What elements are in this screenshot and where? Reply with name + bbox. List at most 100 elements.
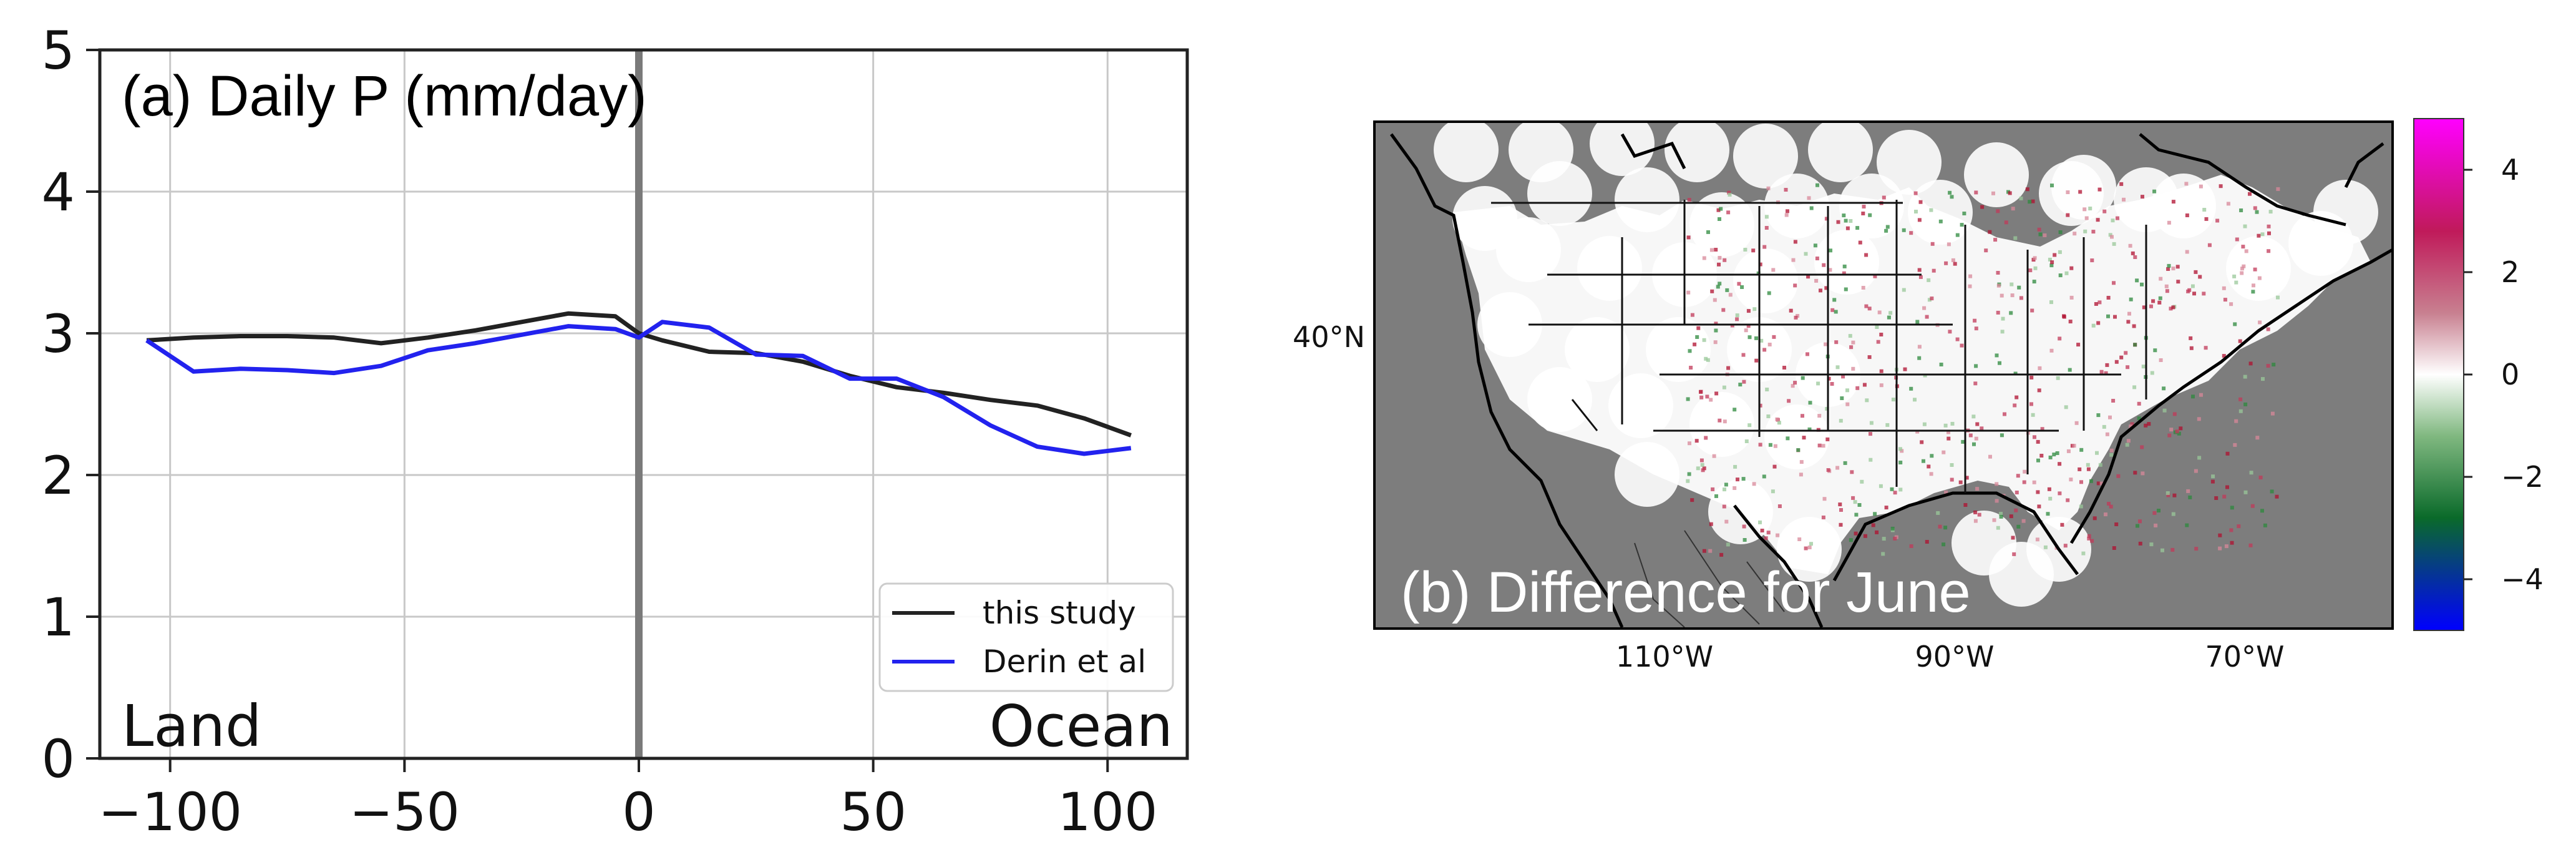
speckle [2010, 282, 2014, 286]
speckle [2128, 243, 2132, 248]
legend-label-this-study: this study [983, 595, 1136, 631]
speckle [1714, 391, 1719, 396]
speckle [1718, 418, 1722, 423]
speckle [2275, 494, 2279, 499]
speckle [2152, 511, 2157, 515]
mexico-boundaries [1634, 530, 1785, 628]
speckle [1903, 367, 1907, 371]
speckle [1690, 498, 1694, 502]
speckle [2169, 428, 2174, 432]
speckle [1958, 480, 1963, 484]
speckle [1717, 262, 1721, 267]
speckle [1807, 196, 1811, 200]
speckle [2204, 217, 2209, 221]
radar-blob [1764, 174, 1829, 238]
speckle [1973, 318, 1977, 323]
speckle [1950, 195, 1954, 199]
speckle [2060, 522, 2064, 527]
speckle [1686, 290, 1691, 295]
speckle [1767, 291, 1771, 295]
speckle [1938, 219, 1943, 223]
speckle [2089, 479, 2093, 483]
speckle [1965, 476, 1969, 480]
radar-blob [1477, 292, 1542, 357]
speckle [1942, 450, 1946, 454]
speckle [2090, 258, 2094, 263]
speckle [1915, 320, 1920, 324]
speckle [2230, 506, 2234, 510]
speckle [2097, 300, 2102, 305]
speckle [2102, 209, 2107, 213]
speckle [1713, 298, 1717, 302]
radar-blob [1689, 192, 1754, 257]
speckle [2257, 233, 2261, 238]
speckle [2165, 491, 2170, 495]
speckle [1824, 342, 1828, 346]
speckle [1700, 463, 1704, 467]
speckle [1709, 248, 1714, 252]
speckle [1962, 212, 1966, 215]
speckle [1789, 308, 1793, 313]
speckle [1845, 226, 1850, 230]
speckle [1854, 531, 1858, 536]
radar-blob [2151, 174, 2216, 238]
map-content: (b) Difference for June [1389, 122, 2393, 629]
speckle [1839, 508, 1843, 512]
speckle [1701, 468, 1705, 473]
speckle [2126, 365, 2130, 370]
speckle [2058, 336, 2062, 341]
speckle [2025, 187, 2029, 192]
speckle [1980, 205, 1985, 209]
y-tick-label: 1 [42, 587, 75, 648]
speckle [2187, 288, 2192, 292]
speckle [2009, 311, 2013, 315]
speckle [1686, 397, 1690, 401]
speckle [1865, 398, 1869, 403]
speckle [2248, 543, 2253, 547]
speckle [1849, 345, 1854, 350]
map-title: (b) Difference for June [1401, 561, 1971, 624]
speckle [1704, 436, 1708, 440]
speckle [2266, 364, 2270, 368]
speckle [2079, 480, 2083, 484]
speckle [2175, 265, 2180, 269]
speckle [2084, 216, 2089, 220]
speckle [2053, 253, 2057, 257]
speckle [2056, 376, 2060, 380]
plot-frame [98, 48, 1189, 760]
speckle [2260, 509, 2264, 513]
speckle [1909, 544, 1913, 548]
speckle [2108, 415, 2112, 419]
speckle [2214, 496, 2219, 500]
speckle [2097, 187, 2102, 192]
speckle [2126, 320, 2131, 324]
speckle [1746, 324, 1751, 328]
state-boundaries [1491, 200, 2147, 493]
speckle [1950, 477, 1954, 482]
speckle [1832, 298, 1837, 302]
speckle [1973, 519, 1978, 523]
speckle [2126, 439, 2131, 443]
speckle [1943, 526, 1948, 530]
series-line-derin-et-al [145, 320, 1132, 456]
speckle [1855, 226, 1860, 230]
y-tick-label: 3 [42, 303, 75, 365]
speckle [1822, 263, 1826, 267]
speckle [1764, 536, 1768, 541]
speckle [1784, 213, 1789, 217]
speckle [1862, 205, 1866, 208]
speckle [2230, 541, 2234, 545]
speckle [1996, 526, 2000, 530]
speckle [2107, 502, 2111, 506]
y-tick-label: 0 [42, 728, 75, 790]
speckle [2266, 327, 2270, 331]
speckle [1801, 414, 1804, 418]
speckle [1973, 381, 1978, 386]
speckle [1996, 310, 2000, 315]
radar-blob [1877, 130, 1942, 195]
speckle [1807, 546, 1812, 549]
speckle [2058, 462, 2062, 466]
radar-blob [1615, 167, 1679, 232]
speckle [2096, 413, 2101, 418]
speckle [1797, 537, 1802, 541]
